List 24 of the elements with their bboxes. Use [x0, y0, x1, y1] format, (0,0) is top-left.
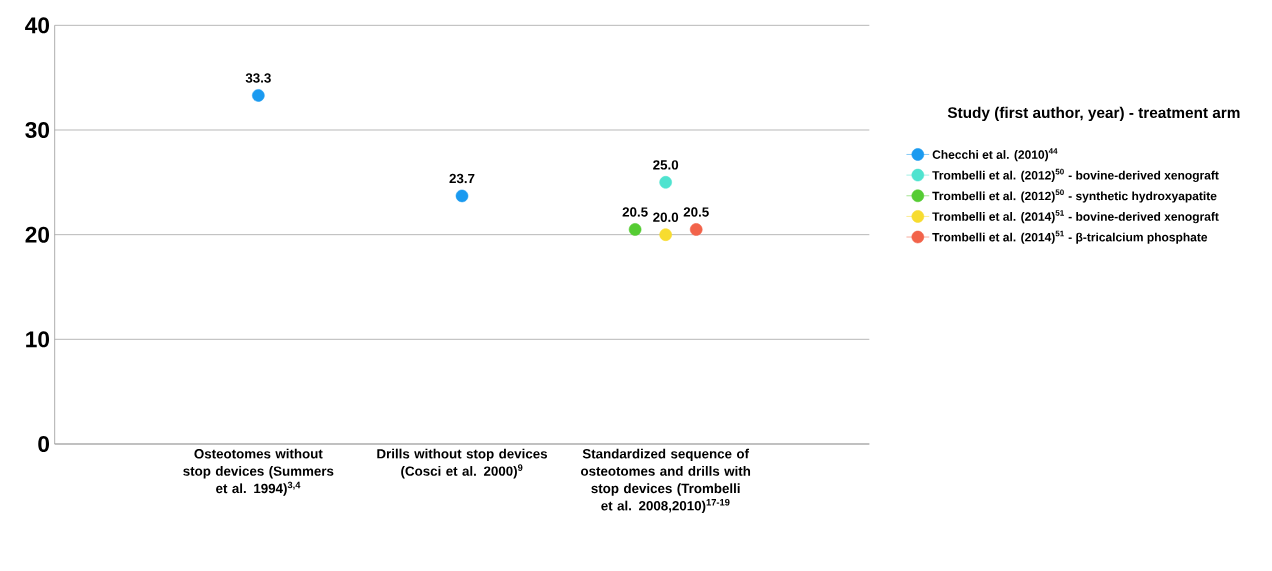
x-tick-label: Standardized sequence of osteotomes and drills with stop devices (Trombelli et al. 2008,2010)$^{17-19}$: [581, 448, 751, 514]
data-label: 25.0: [653, 160, 679, 170]
legend-label: Checchi et al. (2010)$^{44}$: [932, 148, 1058, 162]
point: [455, 189, 469, 203]
legend-title: Study (first author, year) - treatment arm: [947, 106, 1240, 122]
data-label: 20.5: [683, 207, 709, 217]
legend-label: Trombelli et al. (2014)$^{51}$ - bovine-derived xenograft: [932, 210, 1219, 224]
data-label: 20.5: [622, 207, 648, 217]
data-label: 23.7: [449, 173, 475, 184]
legend-label: Trombelli et al. (2012)$^{50}$ - bovine-derived xenograft: [932, 168, 1219, 183]
y-tick-label: 0: [38, 436, 50, 453]
y-tick-label: 30: [25, 122, 50, 139]
y-tick-label: 20: [25, 226, 50, 243]
x-tick-label: Osteotomes without stop devices (Summers et al. 1994)$^{3,4}$: [183, 448, 334, 496]
x-tick-label: Drills without stop devices (Cosci et al. 2000)$^{9}$: [377, 448, 548, 479]
y-tick-label: 40: [25, 17, 50, 34]
point: [252, 89, 265, 102]
point: [659, 176, 672, 189]
data-label: 33.3: [245, 73, 271, 83]
point: [659, 228, 672, 242]
legend-label: Trombelli et al. (2014)$^{51}$ - β-tricalcium phosphate: [932, 230, 1208, 244]
data-label: 20.0: [653, 212, 679, 223]
y-tick-label: 10: [26, 331, 50, 348]
legend-label: Trombelli et al. (2012)$^{50}$ - synthetic hydroxyapatite: [932, 189, 1217, 203]
